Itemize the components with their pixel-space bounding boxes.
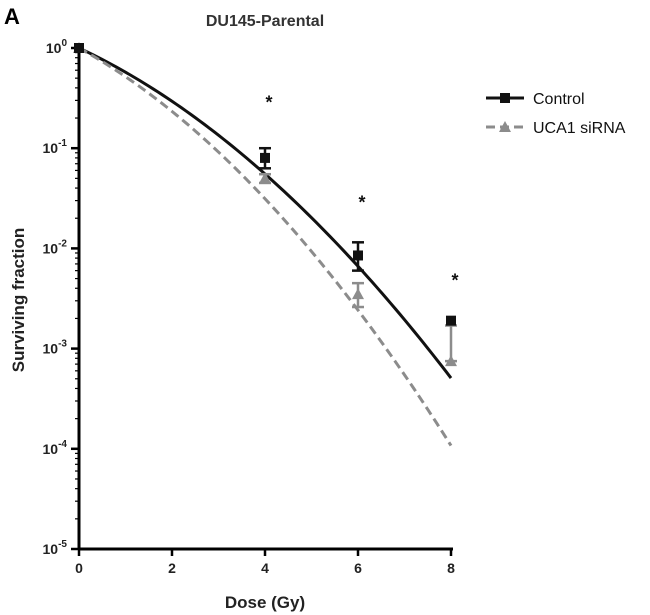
y-tick-label: 10-4: [43, 439, 68, 457]
chart-title: DU145-Parental: [206, 13, 324, 30]
x-tick-label: 0: [75, 560, 83, 576]
legend-marker-uca1-sirna: [499, 121, 511, 132]
legend-label-control: Control: [533, 91, 585, 108]
y-tick-label: 10-1: [43, 138, 68, 156]
y-tick-label: 100: [46, 38, 68, 56]
significance-star: *: [358, 193, 365, 213]
legend: Control UCA1 siRNA: [486, 91, 626, 137]
y-tick-label: 10-5: [43, 539, 68, 557]
uca1-sirna-point: [259, 172, 271, 184]
x-tick-label: 4: [261, 560, 269, 576]
uca1-sirna-point: [445, 355, 457, 367]
x-axis-title: Dose (Gy): [225, 593, 305, 612]
x-tick-label: 6: [354, 560, 362, 576]
control-point: [260, 152, 270, 163]
legend-marker-control: [500, 93, 510, 103]
panel-letter: A: [4, 4, 20, 29]
significance-star: *: [451, 271, 458, 291]
axes: 0 2 4 6 8 100 10-1 10-2 10-3 10-4 10-5: [43, 38, 456, 576]
y-axis-title: Surviving fraction: [9, 228, 28, 373]
control-point: [446, 315, 456, 326]
x-tick-label: 2: [168, 560, 176, 576]
data-markers: [73, 42, 457, 367]
significance-star: *: [265, 92, 272, 112]
uca1-sirna-point: [352, 288, 364, 300]
fit-curve-uca1-sirna: [78, 46, 453, 447]
control-point: [353, 250, 363, 261]
y-tick-label: 10-2: [43, 238, 68, 256]
control-point: [74, 43, 84, 53]
significance-annotations: * * *: [265, 92, 458, 290]
legend-label-uca1-sirna: UCA1 siRNA: [533, 120, 626, 137]
x-tick-label: 8: [447, 560, 455, 576]
y-tick-label: 10-3: [43, 339, 68, 357]
